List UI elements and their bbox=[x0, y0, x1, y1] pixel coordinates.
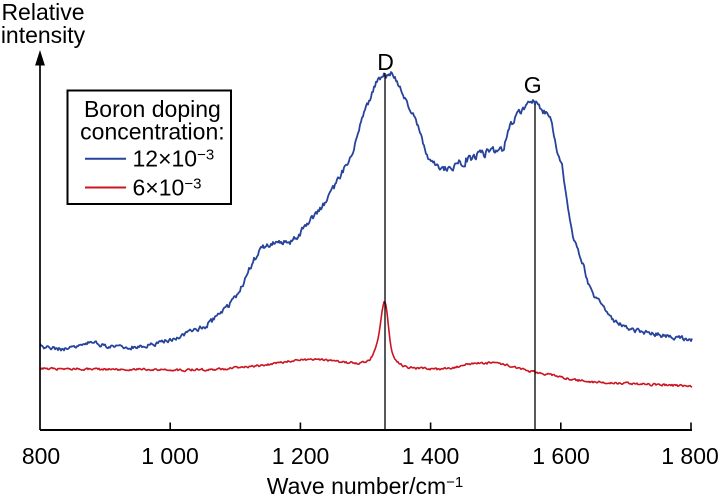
svg-text:1 200: 1 200 bbox=[272, 443, 330, 469]
svg-text:concentration:: concentration: bbox=[80, 119, 224, 145]
svg-text:1 000: 1 000 bbox=[141, 443, 199, 469]
svg-text:1 800: 1 800 bbox=[661, 443, 719, 469]
svg-text:Relative: Relative bbox=[1, 0, 84, 25]
svg-text:1 400: 1 400 bbox=[402, 443, 460, 469]
svg-text:D: D bbox=[377, 49, 394, 75]
svg-text:Wave number/cm−1: Wave number/cm−1 bbox=[267, 473, 463, 499]
svg-text:1 600: 1 600 bbox=[532, 443, 590, 469]
svg-text:6×10−3: 6×10−3 bbox=[133, 175, 202, 201]
svg-text:800: 800 bbox=[22, 443, 60, 469]
svg-text:G: G bbox=[524, 72, 542, 98]
svg-text:Boron doping: Boron doping bbox=[84, 96, 221, 122]
svg-text:intensity: intensity bbox=[1, 22, 86, 48]
